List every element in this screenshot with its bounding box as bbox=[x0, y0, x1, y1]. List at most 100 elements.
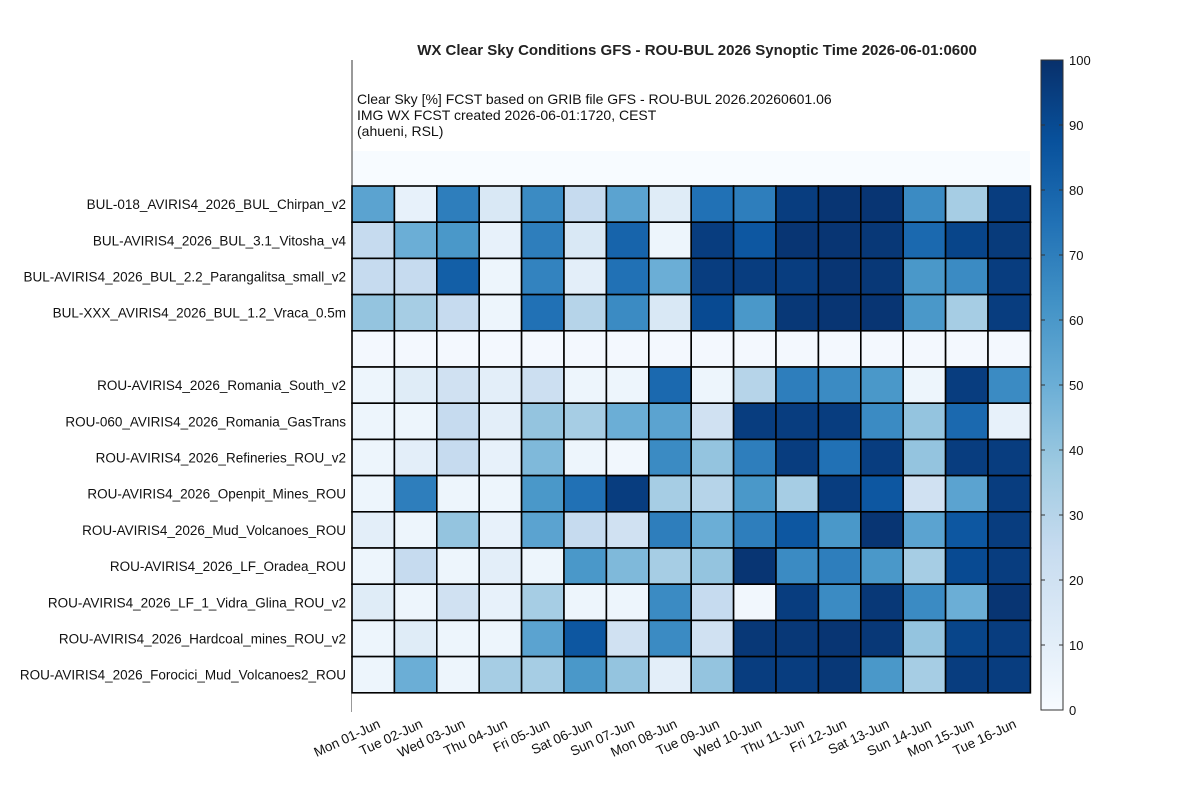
heatmap-cell bbox=[563, 655, 608, 694]
row-label: BUL-AVIRIS4_2026_BUL_3.1_Vitosha_v4 bbox=[93, 233, 347, 248]
heatmap-cell bbox=[393, 293, 438, 332]
heatmap-cell bbox=[520, 438, 565, 477]
heatmap-cell bbox=[817, 366, 862, 405]
heatmap-cell bbox=[859, 221, 904, 260]
heatmap-cell bbox=[944, 619, 989, 658]
heatmap-cell bbox=[775, 257, 820, 296]
heatmap-cell bbox=[732, 474, 777, 513]
heatmap-cell bbox=[605, 438, 650, 477]
info-text-block: Clear Sky [%] FCST based on GRIB file GF… bbox=[357, 91, 832, 139]
heatmap-cell bbox=[732, 583, 777, 622]
heatmap-cell bbox=[435, 366, 480, 405]
heatmap-cell bbox=[732, 185, 777, 224]
heatmap-cell bbox=[478, 547, 523, 586]
heatmap-cell bbox=[435, 438, 480, 477]
heatmap-cell bbox=[817, 474, 862, 513]
heatmap-cell bbox=[605, 402, 650, 441]
heatmap-cell bbox=[393, 221, 438, 260]
heatmap-cell bbox=[563, 185, 608, 224]
heatmap-cell bbox=[605, 655, 650, 694]
heatmap-cell bbox=[817, 619, 862, 658]
heatmap-cell bbox=[563, 293, 608, 332]
heatmap-cell bbox=[563, 329, 608, 368]
heatmap-cell bbox=[817, 510, 862, 549]
colorbar-tick-label: 100 bbox=[1069, 53, 1091, 68]
heatmap-cell bbox=[902, 655, 947, 694]
heatmap-cell bbox=[435, 329, 480, 368]
heatmap-cell bbox=[520, 619, 565, 658]
heatmap-cell bbox=[817, 257, 862, 296]
heatmap-cell bbox=[478, 221, 523, 260]
heatmap-cell bbox=[351, 547, 396, 586]
heatmap-cell bbox=[605, 293, 650, 332]
heatmap-cell bbox=[605, 221, 650, 260]
info-line-1: Clear Sky [%] FCST based on GRIB file GF… bbox=[357, 91, 832, 107]
heatmap-cell bbox=[987, 547, 1032, 586]
heatmap-cell bbox=[351, 438, 396, 477]
heatmap-cell bbox=[859, 293, 904, 332]
heatmap-cell bbox=[987, 221, 1032, 260]
row-label: ROU-AVIRIS4_2026_Romania_South_v2 bbox=[97, 378, 346, 393]
colorbar-tick-label: 90 bbox=[1069, 118, 1083, 133]
heatmap-cell bbox=[732, 655, 777, 694]
heatmap-cell bbox=[647, 221, 692, 260]
colorbar-tick-label: 70 bbox=[1069, 248, 1083, 263]
heatmap-cell bbox=[902, 329, 947, 368]
heatmap-cell bbox=[902, 474, 947, 513]
heatmap-cell bbox=[435, 547, 480, 586]
heatmap-cell bbox=[435, 402, 480, 441]
heatmap-cell bbox=[393, 655, 438, 694]
heatmap-cell bbox=[351, 402, 396, 441]
heatmap-cell bbox=[605, 547, 650, 586]
header-band bbox=[352, 151, 1030, 186]
heatmap-cell bbox=[775, 185, 820, 224]
heatmap-cell bbox=[902, 221, 947, 260]
heatmap-cell bbox=[817, 402, 862, 441]
heatmap-cell bbox=[902, 438, 947, 477]
heatmap-cell bbox=[859, 185, 904, 224]
heatmap-cell bbox=[351, 510, 396, 549]
heatmap-cell bbox=[563, 583, 608, 622]
heatmap-cell bbox=[690, 402, 735, 441]
heatmap-cell bbox=[987, 583, 1032, 622]
heatmap-cell bbox=[605, 257, 650, 296]
heatmap-cell bbox=[859, 510, 904, 549]
heatmap-cell bbox=[393, 547, 438, 586]
heatmap-cell bbox=[647, 293, 692, 332]
heatmap-cell bbox=[351, 293, 396, 332]
heatmap-cell bbox=[520, 257, 565, 296]
heatmap-cell bbox=[987, 185, 1032, 224]
heatmap-cell bbox=[944, 257, 989, 296]
heatmap-cell bbox=[393, 329, 438, 368]
heatmap-cell bbox=[859, 474, 904, 513]
heatmap-cell bbox=[775, 329, 820, 368]
heatmap-cell bbox=[393, 474, 438, 513]
heatmap-cell bbox=[351, 583, 396, 622]
heatmap-cell bbox=[647, 185, 692, 224]
row-label: ROU-AVIRIS4_2026_Forocici_Mud_Volcanoes2… bbox=[20, 668, 346, 683]
heatmap-cell bbox=[478, 185, 523, 224]
heatmap-cell bbox=[690, 221, 735, 260]
heatmap-cell bbox=[435, 655, 480, 694]
heatmap-cell bbox=[520, 474, 565, 513]
heatmap-cell bbox=[859, 619, 904, 658]
heatmap-cell bbox=[647, 655, 692, 694]
heatmap-cell bbox=[351, 366, 396, 405]
heatmap-cell bbox=[944, 474, 989, 513]
row-label: ROU-AVIRIS4_2026_Openpit_Mines_ROU bbox=[87, 487, 346, 502]
heatmap-cell bbox=[478, 329, 523, 368]
heatmap-cell bbox=[859, 438, 904, 477]
heatmap-cell bbox=[775, 547, 820, 586]
heatmap-cell bbox=[563, 438, 608, 477]
heatmap-cell bbox=[690, 438, 735, 477]
heatmap-cell bbox=[647, 438, 692, 477]
heatmap-cell bbox=[563, 257, 608, 296]
heatmap-cell bbox=[732, 293, 777, 332]
heatmap-cell bbox=[393, 619, 438, 658]
heatmap-cell bbox=[690, 619, 735, 658]
heatmap-cell bbox=[732, 619, 777, 658]
heatmap-cell bbox=[775, 510, 820, 549]
heatmap-cell bbox=[944, 547, 989, 586]
heatmap-cell bbox=[478, 474, 523, 513]
